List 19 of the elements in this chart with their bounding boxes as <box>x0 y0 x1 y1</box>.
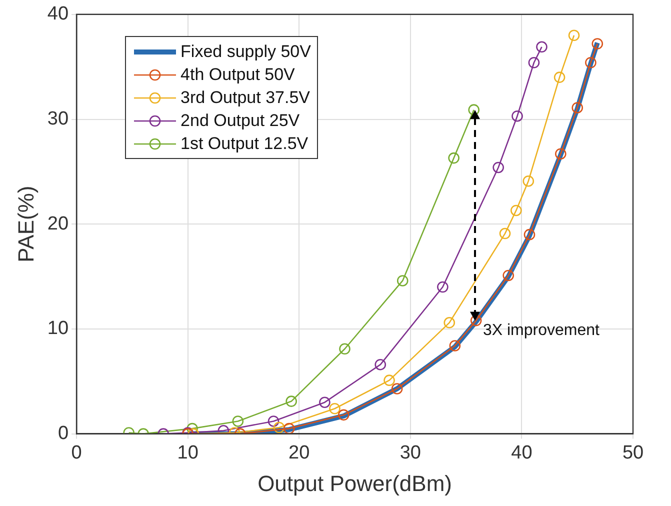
x-tick-label: 40 <box>511 442 532 464</box>
y-tick-label: 20 <box>47 213 69 234</box>
x-axis-title: Output Power(dBm) <box>258 470 452 496</box>
x-tick-label: 20 <box>288 442 310 464</box>
legend-label: 4th Output 50V <box>180 64 295 85</box>
legend-label: 1st Output 12.5V <box>180 134 308 154</box>
y-tick-label: 0 <box>58 423 69 444</box>
legend-label: Fixed supply 50V <box>180 42 311 62</box>
x-tick-label: 0 <box>71 442 82 464</box>
legend-label: 3rd Output 37.5V <box>180 88 310 108</box>
y-axis-title: PAE(%) <box>13 186 38 262</box>
x-tick-label: 30 <box>400 442 421 464</box>
legend-label: 2nd Output 25V <box>180 110 300 131</box>
y-tick-label: 10 <box>47 318 69 340</box>
y-tick-label: 30 <box>47 108 69 130</box>
annotation: 3X improvement <box>482 322 600 339</box>
y-tick-label: 40 <box>47 4 69 25</box>
x-tick-label: 50 <box>622 442 644 464</box>
x-tick-label: 10 <box>177 442 198 464</box>
